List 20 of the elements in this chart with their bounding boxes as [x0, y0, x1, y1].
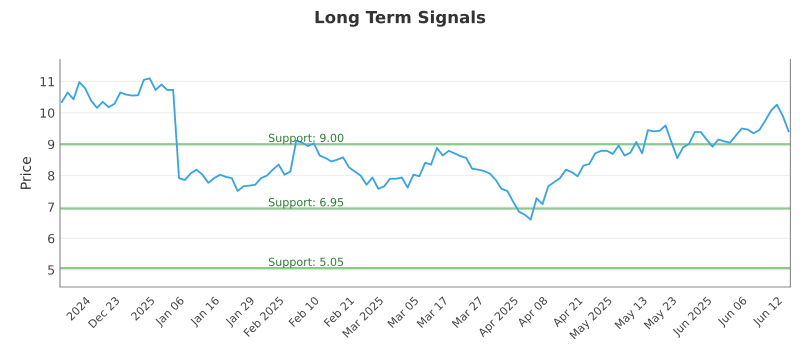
- y-tick-label: 10: [40, 108, 54, 118]
- y-tick-label: 9: [48, 140, 54, 150]
- ref-line-label: Support: 5.05: [268, 258, 344, 268]
- ref-line-label: Support: 9.00: [268, 134, 344, 144]
- y-tick-label: 11: [40, 77, 54, 86]
- x-tick-label: Jun 06: [716, 296, 749, 328]
- x-tick-label: Jun 12: [752, 296, 784, 328]
- y-axis-title: Price: [20, 157, 31, 189]
- y-tick-label: 7: [48, 202, 54, 212]
- x-tick-label: Jan 06: [154, 296, 186, 328]
- chart-title: Long Term Signals: [316, 10, 486, 27]
- y-tick-label: 5: [48, 265, 54, 275]
- y-tick-label: 8: [48, 171, 54, 181]
- x-tick-label: Feb 10: [288, 296, 320, 328]
- y-tick-label: 6: [48, 234, 54, 244]
- ref-line-label: Support: 6.95: [268, 198, 344, 209]
- x-tick-label: Mar 27: [452, 296, 484, 328]
- x-tick-label: Apr 08: [516, 296, 550, 329]
- x-tick-label: Jan 16: [189, 296, 222, 328]
- line-series: [60, 77, 790, 220]
